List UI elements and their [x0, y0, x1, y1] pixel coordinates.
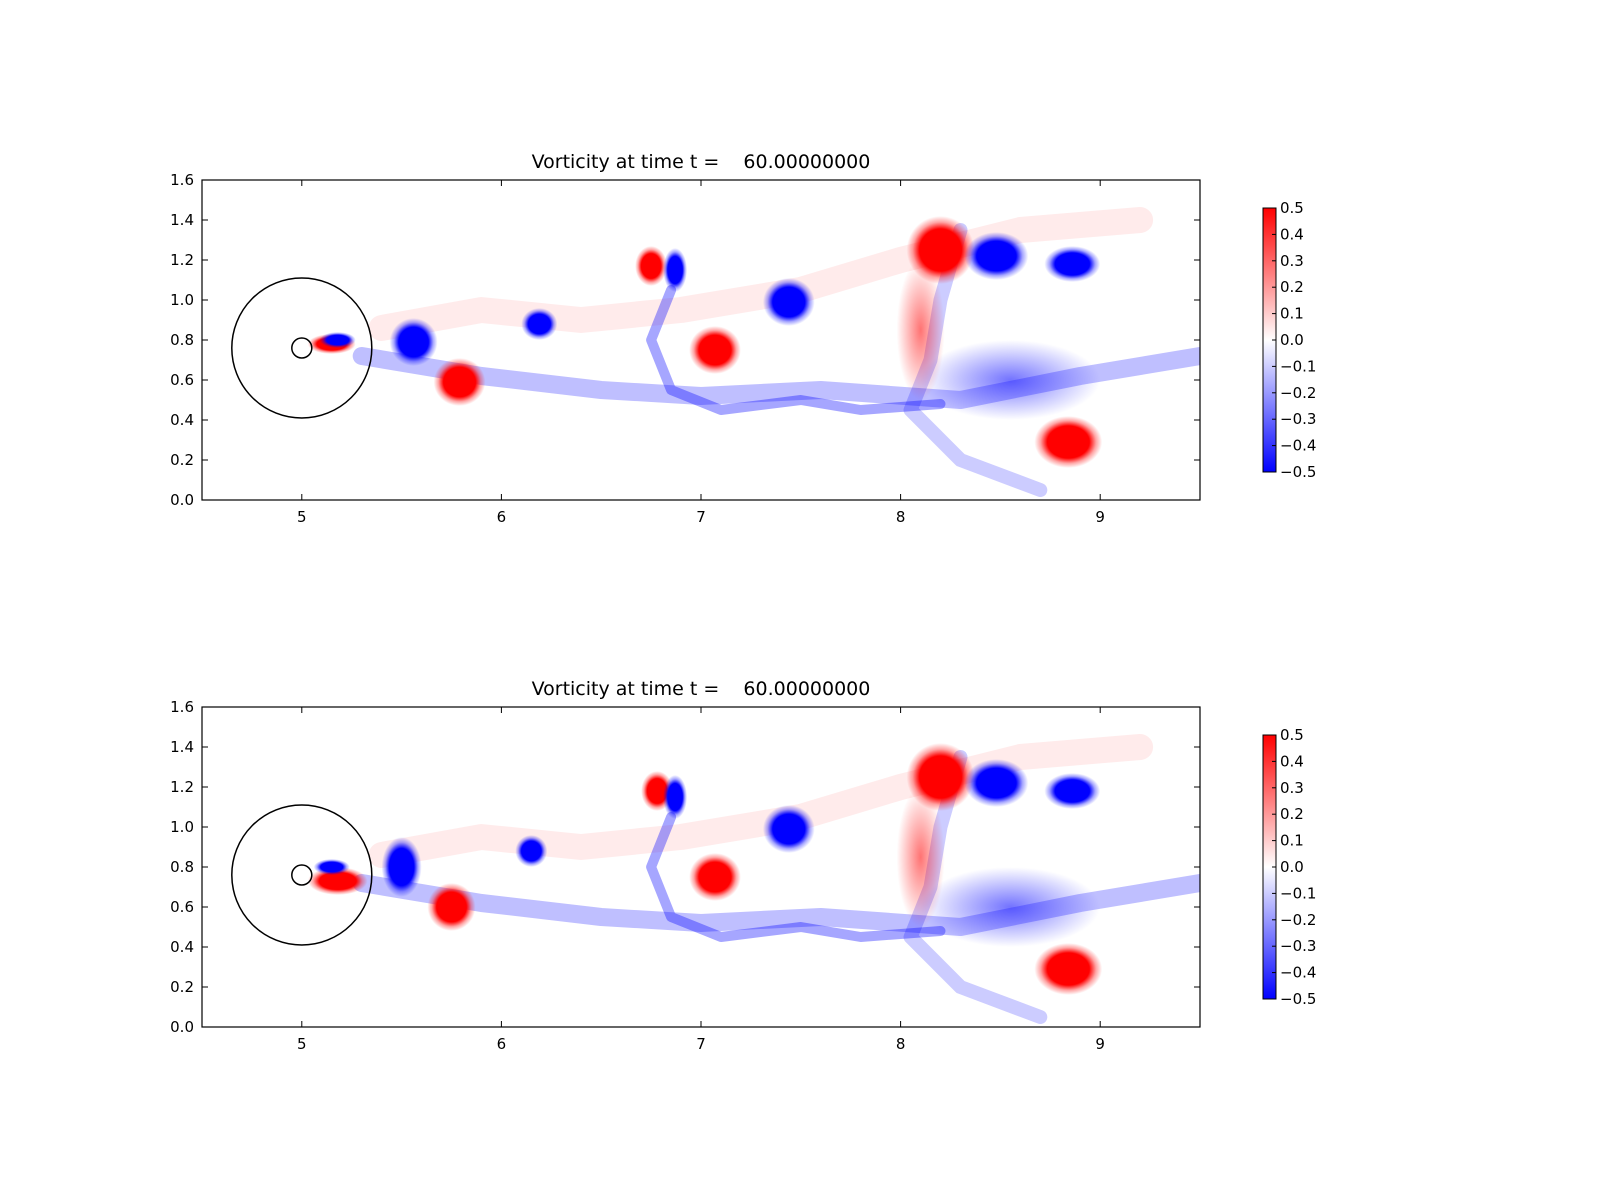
x-tick-label: 9: [1095, 508, 1105, 526]
vortex-3: [389, 318, 438, 366]
colorbar-tick-label: −0.2: [1280, 911, 1316, 929]
y-tick-label: 0.8: [170, 331, 194, 349]
colorbar-tick-label: 0.0: [1280, 331, 1304, 349]
cylinder-circle: [291, 864, 313, 886]
colorbar-tick-label: 0.5: [1280, 726, 1304, 744]
chart-title: Vorticity at time t = 60.00000000: [532, 678, 871, 700]
y-tick-label: 1.6: [170, 698, 194, 716]
colorbar-tick-label: −0.4: [1280, 437, 1316, 455]
colorbar-tick-label: 0.3: [1280, 779, 1304, 797]
vortex-4: [433, 358, 486, 406]
colorbar-tick-label: 0.5: [1280, 199, 1304, 217]
colorbar-tick-label: −0.1: [1280, 884, 1316, 902]
colorbar-tick-label: −0.1: [1280, 357, 1316, 375]
vortex-13: [1034, 416, 1103, 468]
vortex-5: [515, 835, 548, 867]
y-tick-label: 1.0: [170, 291, 194, 309]
x-tick-label: 7: [696, 1035, 706, 1053]
y-tick-label: 0.4: [170, 938, 194, 956]
colorbar-tick-label: −0.3: [1280, 410, 1316, 428]
colorbar-tick-label: −0.5: [1280, 990, 1316, 1008]
colorbar-tick-label: −0.4: [1280, 964, 1316, 982]
x-tick-label: 7: [696, 508, 706, 526]
x-tick-label: 5: [297, 508, 307, 526]
y-tick-label: 1.0: [170, 818, 194, 836]
chart-title: Vorticity at time t = 60.00000000: [532, 151, 871, 173]
y-tick-label: 1.2: [170, 251, 194, 269]
cylinder-circle: [291, 337, 313, 359]
colorbar-tick-label: 0.3: [1280, 252, 1304, 270]
x-tick-label: 9: [1095, 1035, 1105, 1053]
vortex-7: [663, 248, 688, 292]
colorbar-tick-label: 0.2: [1280, 278, 1304, 296]
colorbar-tick-label: −0.3: [1280, 937, 1316, 955]
vortex-2: [319, 332, 356, 348]
colorbar-tick-label: 0.0: [1280, 858, 1304, 876]
vortex-11: [964, 759, 1029, 807]
y-tick-label: 1.4: [170, 738, 194, 756]
vortex-2: [313, 859, 350, 875]
vortex-9: [762, 278, 815, 326]
vortex-7: [663, 775, 688, 819]
colorbar-tick-label: 0.4: [1280, 225, 1304, 243]
vortex-12: [1044, 773, 1101, 809]
vortex-9: [762, 805, 815, 853]
panel-1: 5 6 7 8 9 0.0 0.2 0.4 0.6 0.8 1.0 1.2 1.4 1.6 Vorticit…: [170, 151, 1316, 526]
colorbar-tick-label: −0.5: [1280, 463, 1316, 481]
colorbar-tick-label: 0.1: [1280, 305, 1304, 323]
y-tick-label: 0.8: [170, 858, 194, 876]
colorbar: 0.5 0.4 0.3 0.2 0.1 0.0 −0.1 −0.2 −0.3 −0.4 −0.5: [1262, 199, 1316, 481]
vortex-8: [689, 853, 741, 901]
colorbar-tick-label: 0.2: [1280, 805, 1304, 823]
x-tick-label: 6: [497, 508, 507, 526]
wake-streak-3: [646, 812, 946, 942]
y-tick-label: 1.4: [170, 211, 194, 229]
y-tick-label: 0.0: [170, 491, 194, 509]
colorbar-tick-label: 0.1: [1280, 832, 1304, 850]
vortex-15: [920, 340, 1101, 420]
vortex-6: [635, 246, 668, 286]
vortex-5: [521, 308, 558, 340]
vortex-4: [427, 883, 476, 931]
colorbar: 0.5 0.4 0.3 0.2 0.1 0.0 −0.1 −0.2 −0.3 −0.4 −0.5: [1262, 726, 1316, 1008]
panel-2: 5 6 7 8 9 0.0 0.2 0.4 0.6 0.8 1.0 1.2 1.4 1.6 Vorticit…: [170, 678, 1316, 1053]
x-tick-label: 8: [896, 1035, 906, 1053]
vortex-11: [964, 232, 1029, 280]
y-tick-label: 0.6: [170, 371, 194, 389]
y-tick-label: 0.2: [170, 451, 194, 469]
colorbar-tick-label: 0.4: [1280, 752, 1304, 770]
y-tick-label: 0.2: [170, 978, 194, 996]
vortex-15: [920, 867, 1101, 947]
vorticity-field: [307, 734, 1200, 1024]
y-tick-label: 0.4: [170, 411, 194, 429]
x-tick-label: 5: [297, 1035, 307, 1053]
domain-circle-outer: [231, 804, 373, 946]
vortex-3: [381, 837, 422, 897]
y-tick-label: 1.6: [170, 171, 194, 189]
y-tick-label: 0.6: [170, 898, 194, 916]
x-tick-label: 8: [896, 508, 906, 526]
vortex-1: [307, 867, 368, 895]
wake-streak-3: [646, 285, 946, 415]
vorticity-field: [307, 207, 1200, 497]
x-tick-label: 6: [497, 1035, 507, 1053]
vortex-12: [1044, 246, 1101, 282]
vortex-13: [1034, 943, 1103, 995]
domain-circle-outer: [231, 277, 373, 419]
y-tick-label: 1.2: [170, 778, 194, 796]
y-tick-label: 0.0: [170, 1018, 194, 1036]
vortex-8: [689, 326, 741, 374]
colorbar-tick-label: −0.2: [1280, 384, 1316, 402]
